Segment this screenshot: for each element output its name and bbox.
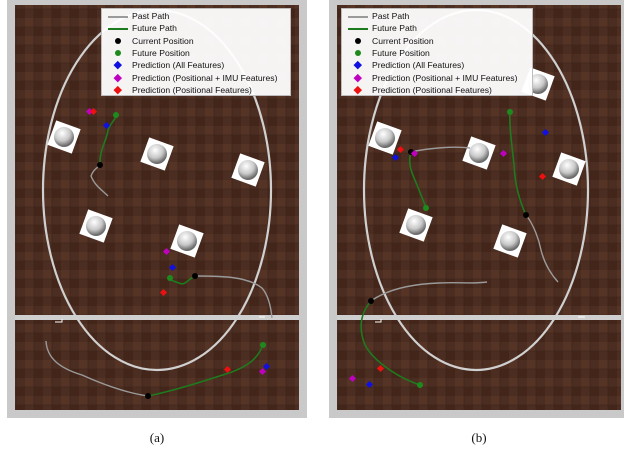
prediction-positional bbox=[159, 288, 168, 297]
ball-tile bbox=[462, 136, 496, 170]
future-position bbox=[260, 342, 266, 348]
ball-tile bbox=[47, 120, 81, 154]
panel-a: Past Path Future Path Current Position F… bbox=[7, 0, 307, 418]
prediction-all bbox=[168, 263, 177, 272]
legend-item-prediction-positional: Prediction (Positional Features) bbox=[106, 84, 290, 96]
current-position bbox=[192, 273, 198, 279]
prediction-positional bbox=[89, 107, 98, 116]
past-path bbox=[90, 164, 109, 197]
legend-label: Past Path bbox=[372, 11, 410, 22]
prediction-positional-imu bbox=[499, 149, 508, 158]
divider bbox=[15, 315, 299, 320]
legend-item-past-path: Past Path bbox=[346, 10, 532, 22]
legend-label: Future Position bbox=[372, 48, 430, 59]
prediction-all bbox=[541, 128, 550, 137]
future-position bbox=[167, 275, 173, 281]
future-path bbox=[147, 344, 264, 397]
future-path bbox=[509, 111, 527, 216]
legend-item-future-path: Future Path bbox=[106, 22, 290, 34]
legend-label: Current Position bbox=[372, 35, 434, 46]
ball-tile bbox=[79, 209, 113, 243]
ball-tile bbox=[140, 137, 174, 171]
future-position bbox=[113, 112, 119, 118]
prediction-positional bbox=[223, 365, 232, 374]
prediction-positional bbox=[538, 172, 547, 181]
current-position bbox=[368, 298, 374, 304]
legend-item-current-position: Current Position bbox=[106, 35, 290, 47]
future-path bbox=[360, 300, 421, 386]
prediction-positional bbox=[396, 145, 405, 154]
legend: Past Path Future Path Current Position F… bbox=[341, 8, 533, 96]
legend-label: Future Path bbox=[132, 23, 177, 34]
court-mark bbox=[375, 319, 382, 323]
ball-tile bbox=[493, 224, 527, 258]
prediction-positional-imu bbox=[162, 247, 171, 256]
current-position bbox=[145, 393, 151, 399]
prediction-positional-imu bbox=[85, 107, 94, 116]
caption-a: (a) bbox=[149, 430, 165, 445]
current-position bbox=[97, 162, 103, 168]
future-path bbox=[99, 114, 117, 166]
legend: Past Path Future Path Current Position F… bbox=[101, 8, 291, 96]
caption-b: (b) bbox=[471, 430, 487, 445]
legend-item-prediction-positional-imu: Prediction (Positional + IMU Features) bbox=[346, 71, 532, 83]
ball-tile bbox=[552, 152, 586, 186]
legend-label: Current Position bbox=[132, 35, 194, 46]
legend-item-prediction-positional-imu: Prediction (Positional + IMU Features) bbox=[106, 71, 290, 83]
legend-item-prediction-all: Prediction (All Features) bbox=[346, 59, 532, 71]
ball-tile bbox=[368, 121, 402, 155]
future-path bbox=[408, 151, 427, 209]
future-position bbox=[507, 109, 513, 115]
past-path bbox=[194, 275, 273, 319]
prediction-positional bbox=[376, 364, 385, 373]
panel-b: Past Path Future Path Current Position F… bbox=[329, 0, 624, 418]
prediction-all bbox=[262, 362, 271, 371]
legend-label: Future Position bbox=[132, 48, 190, 59]
past-path bbox=[45, 340, 149, 397]
prediction-all bbox=[391, 153, 400, 162]
past-path bbox=[370, 281, 488, 302]
prediction-positional-imu bbox=[348, 374, 357, 383]
future-position bbox=[417, 382, 423, 388]
future-position bbox=[423, 205, 429, 211]
legend-item-past-path: Past Path bbox=[106, 10, 290, 22]
legend-label: Prediction (Positional + IMU Features) bbox=[132, 72, 278, 83]
legend-label: Prediction (All Features) bbox=[132, 60, 225, 71]
legend-item-current-position: Current Position bbox=[346, 35, 532, 47]
prediction-all bbox=[365, 380, 374, 389]
ball-tile bbox=[399, 208, 433, 242]
prediction-positional-imu bbox=[410, 149, 419, 158]
legend-item-prediction-positional: Prediction (Positional Features) bbox=[346, 84, 532, 96]
past-path bbox=[410, 146, 471, 153]
prediction-positional-imu bbox=[258, 367, 267, 376]
legend-item-future-path: Future Path bbox=[346, 22, 532, 34]
legend-label: Prediction (Positional + IMU Features) bbox=[372, 72, 518, 83]
ball-tile bbox=[170, 224, 204, 258]
legend-label: Prediction (Positional Features) bbox=[372, 84, 492, 95]
prediction-all bbox=[102, 121, 111, 130]
past-path bbox=[525, 214, 559, 283]
legend-item-future-position: Future Position bbox=[106, 47, 290, 59]
legend-label: Future Path bbox=[372, 23, 417, 34]
legend-label: Prediction (All Features) bbox=[372, 60, 465, 71]
legend-label: Prediction (Positional Features) bbox=[132, 84, 252, 95]
legend-label: Past Path bbox=[132, 11, 170, 22]
legend-item-future-position: Future Position bbox=[346, 47, 532, 59]
ball-tile bbox=[231, 153, 265, 187]
legend-item-prediction-all: Prediction (All Features) bbox=[106, 59, 290, 71]
court-mark bbox=[55, 319, 63, 323]
current-position bbox=[523, 212, 529, 218]
divider bbox=[337, 315, 621, 320]
